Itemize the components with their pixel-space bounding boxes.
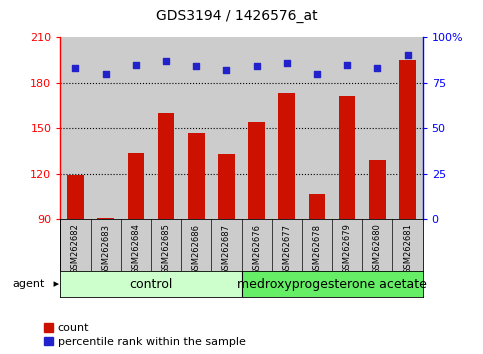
Point xyxy=(192,63,200,69)
Text: GSM262680: GSM262680 xyxy=(373,224,382,274)
Text: control: control xyxy=(129,278,172,291)
Bar xyxy=(309,194,325,219)
Bar xyxy=(248,122,265,219)
Bar xyxy=(158,113,174,219)
Bar xyxy=(369,160,385,219)
Bar xyxy=(128,153,144,219)
Point xyxy=(343,62,351,67)
Bar xyxy=(339,96,355,219)
Point xyxy=(373,65,381,71)
Text: GSM262686: GSM262686 xyxy=(192,224,201,275)
Bar xyxy=(218,154,235,219)
Point xyxy=(404,53,412,58)
Bar xyxy=(60,271,242,297)
Point xyxy=(283,60,291,65)
Text: GSM262679: GSM262679 xyxy=(342,224,352,274)
Point xyxy=(132,62,140,67)
Text: GSM262677: GSM262677 xyxy=(282,224,291,275)
Point xyxy=(162,58,170,64)
Legend: count, percentile rank within the sample: count, percentile rank within the sample xyxy=(44,323,245,347)
Text: GSM262684: GSM262684 xyxy=(131,224,141,274)
Text: GSM262678: GSM262678 xyxy=(313,224,322,275)
Text: agent: agent xyxy=(12,279,44,289)
Point xyxy=(102,71,110,76)
Point xyxy=(313,71,321,76)
Text: GDS3194 / 1426576_at: GDS3194 / 1426576_at xyxy=(156,9,317,23)
Bar xyxy=(399,60,416,219)
Text: GSM262685: GSM262685 xyxy=(161,224,170,274)
Point xyxy=(253,63,260,69)
Bar xyxy=(188,133,204,219)
Text: GSM262682: GSM262682 xyxy=(71,224,80,274)
Text: GSM262683: GSM262683 xyxy=(101,224,110,275)
Bar xyxy=(279,93,295,219)
Bar xyxy=(67,176,84,219)
Point xyxy=(223,67,230,73)
Text: GSM262676: GSM262676 xyxy=(252,224,261,275)
Bar xyxy=(242,271,423,297)
Text: GSM262681: GSM262681 xyxy=(403,224,412,274)
Text: GSM262687: GSM262687 xyxy=(222,224,231,275)
Bar xyxy=(98,218,114,219)
Point xyxy=(71,65,79,71)
Text: medroxyprogesterone acetate: medroxyprogesterone acetate xyxy=(237,278,427,291)
